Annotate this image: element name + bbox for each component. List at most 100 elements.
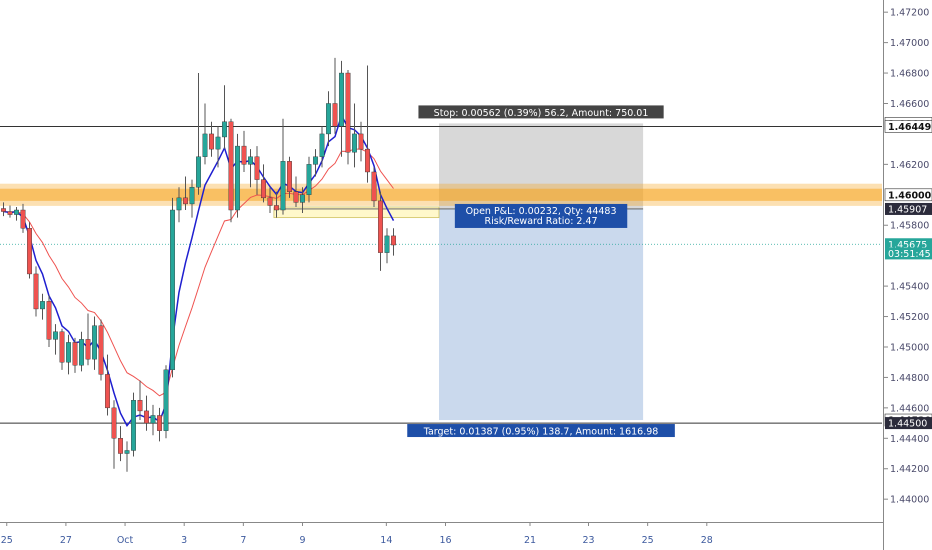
candle-body[interactable] — [20, 209, 26, 229]
price-label: 1.44500 — [888, 419, 927, 430]
candle-body[interactable] — [384, 235, 390, 253]
candle-body[interactable] — [53, 331, 58, 340]
price-label-bg — [885, 238, 932, 251]
x-tick-label: 3 — [181, 535, 187, 546]
candle-body[interactable] — [144, 410, 149, 424]
candle-body[interactable] — [170, 209, 175, 371]
candle-body[interactable] — [300, 194, 305, 203]
candle-body[interactable] — [59, 331, 65, 363]
candle-body[interactable] — [345, 72, 351, 153]
candle-body[interactable] — [183, 197, 188, 205]
candle-body[interactable] — [261, 179, 266, 199]
candle-body[interactable] — [378, 200, 383, 253]
target-label: Target: 0.01387 (0.95%) 138.7, Amount: 1… — [423, 427, 659, 438]
candle-body[interactable] — [189, 186, 195, 205]
consolidation-box[interactable] — [273, 206, 440, 219]
candle-body[interactable] — [124, 450, 130, 454]
x-tick-label: 9 — [299, 535, 305, 546]
x-tick-label: 21 — [524, 535, 536, 546]
y-tick-label: 1.44200 — [890, 464, 929, 475]
candle-body[interactable] — [98, 325, 104, 375]
x-tick-label: 25 — [1, 535, 13, 546]
price-label-bg — [885, 202, 932, 215]
x-tick-label: Oct — [117, 535, 134, 546]
y-tick-label: 1.45000 — [890, 342, 929, 353]
x-tick-label: 27 — [60, 535, 72, 546]
candle-body[interactable] — [391, 235, 396, 246]
candle-body[interactable] — [79, 339, 84, 366]
candle-body[interactable] — [248, 156, 253, 165]
y-tick-label: 1.44600 — [890, 403, 929, 414]
candle-body[interactable] — [14, 209, 19, 215]
candle-body[interactable] — [209, 133, 214, 150]
candle-body[interactable] — [72, 342, 78, 366]
candle-body[interactable] — [326, 103, 331, 135]
candle-body[interactable] — [66, 342, 71, 363]
candle-body[interactable] — [235, 145, 240, 211]
candle-body[interactable] — [365, 148, 370, 173]
candle-body[interactable] — [267, 197, 273, 206]
candle-body[interactable] — [339, 72, 344, 127]
open-pnl-label-bg — [454, 203, 628, 228]
candle-body[interactable] — [280, 161, 286, 211]
candle-body[interactable] — [131, 400, 136, 451]
candle-body[interactable] — [33, 273, 39, 310]
candle-body[interactable] — [371, 171, 377, 202]
candle-body[interactable] — [92, 325, 97, 360]
candle-body[interactable] — [7, 211, 13, 215]
y-tick-label: 1.45800 — [890, 221, 929, 232]
y-tick-label: 1.44000 — [890, 495, 929, 506]
candle-body[interactable] — [157, 415, 162, 431]
candle-body[interactable] — [306, 164, 312, 195]
candle-body[interactable] — [111, 407, 117, 439]
candle-body[interactable] — [254, 156, 260, 180]
candle-body[interactable] — [313, 156, 318, 165]
candle-body[interactable] — [241, 145, 247, 165]
x-tick-label: 16 — [439, 535, 451, 546]
stop-label: Stop: 0.00562 (0.39%) 56.2, Amount: 750.… — [434, 108, 649, 119]
candle-body[interactable] — [118, 438, 123, 454]
price-label: 03:51:45 — [888, 249, 931, 260]
candle-body[interactable] — [105, 374, 110, 409]
x-tick-label: 23 — [582, 535, 594, 546]
candle-body[interactable] — [196, 156, 201, 188]
y-tick-label: 1.46600 — [890, 99, 929, 110]
y-tick-label: 1.46800 — [890, 69, 929, 80]
risk-reward-label: Risk/Reward Ratio: 2.47 — [485, 216, 598, 227]
x-tick-label: 25 — [642, 535, 654, 546]
candle-body[interactable] — [215, 136, 221, 150]
candle-body[interactable] — [222, 121, 227, 138]
price-label-bg — [885, 247, 932, 260]
candle-body[interactable] — [358, 133, 364, 150]
candle-body[interactable] — [287, 161, 292, 192]
target-label-bg — [407, 424, 675, 438]
candle-body[interactable] — [274, 205, 279, 211]
resistance-zone-core — [0, 188, 882, 201]
candle-body[interactable] — [352, 133, 357, 153]
candle-body[interactable] — [40, 301, 45, 310]
candle-body[interactable] — [27, 228, 32, 275]
candle-body[interactable] — [150, 415, 156, 424]
stop-label-bg — [418, 105, 664, 119]
candle-body[interactable] — [163, 369, 169, 431]
candle-body[interactable] — [293, 191, 299, 203]
price-label-bg — [884, 188, 932, 202]
take-profit-zone[interactable] — [439, 208, 644, 421]
candle-body[interactable] — [46, 301, 52, 340]
candle-body[interactable] — [319, 133, 325, 157]
y-tick-label: 1.45200 — [890, 312, 929, 323]
candle-body[interactable] — [332, 103, 338, 127]
y-tick-label: 1.44400 — [890, 434, 929, 445]
y-tick-label: 1.47200 — [890, 8, 929, 19]
x-tick-label: 28 — [701, 535, 713, 546]
y-tick-label: 1.45400 — [890, 282, 929, 293]
y-tick-label: 1.47000 — [890, 38, 929, 49]
candle-body[interactable] — [176, 197, 182, 211]
candle-body[interactable] — [1, 208, 6, 212]
candle-body[interactable] — [85, 339, 91, 360]
candle-body[interactable] — [202, 133, 208, 157]
candle-body[interactable] — [228, 121, 234, 211]
candle-body[interactable] — [137, 400, 143, 412]
